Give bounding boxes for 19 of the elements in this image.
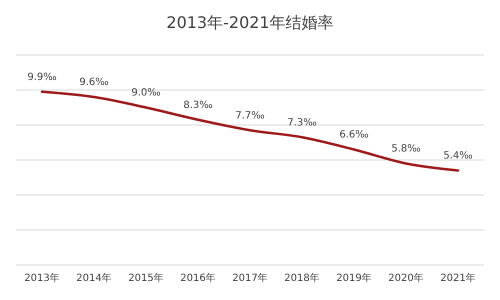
x-tick-label: 2019年 [336,272,372,284]
data-label: 7.7‰ [235,110,265,122]
x-tick-label: 2014年 [76,272,112,284]
data-label: 8.3‰ [183,100,213,111]
x-tick-label: 2015年 [128,272,164,284]
data-label: 5.8‰ [391,144,421,154]
x-tick-label: 2013年 [24,272,60,284]
x-tick-label: 2021年 [440,272,476,284]
x-tick-label: 2017年 [232,272,268,284]
data-label: 9.9‰ [27,72,57,83]
data-label: 6.6‰ [339,130,369,140]
data-label: 7.3‰ [287,117,317,128]
x-tick-label: 2020年 [388,272,424,284]
x-tick-label: 2016年 [180,272,216,284]
data-label: 5.4‰ [443,150,473,162]
x-tick-label: 2018年 [284,272,320,284]
data-label: 9.6‰ [79,77,109,88]
data-label: 9.0‰ [131,88,161,98]
chart-title: 2013年-2021年结婚率 [166,13,334,32]
